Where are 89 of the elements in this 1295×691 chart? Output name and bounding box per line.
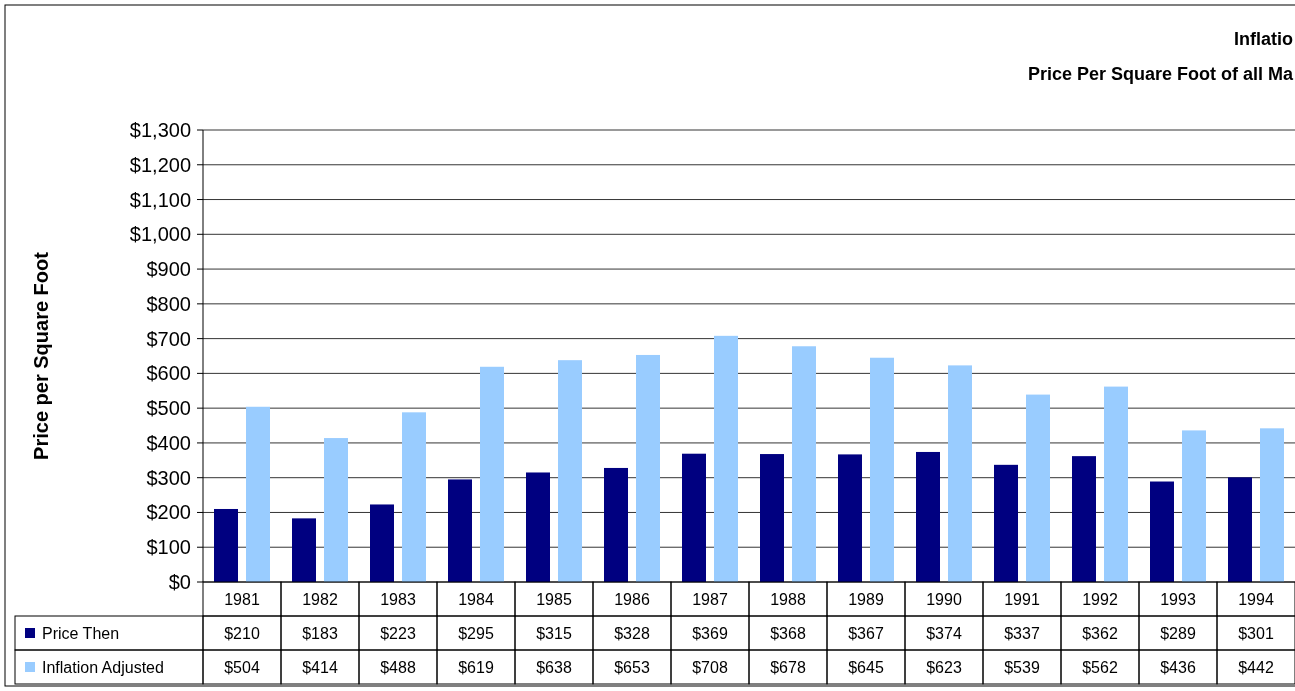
data-label: $436: [1160, 658, 1196, 676]
bar: [870, 357, 894, 582]
bar: [1182, 430, 1206, 582]
bar: [526, 472, 550, 582]
data-label: $295: [458, 624, 494, 642]
data-label: $210: [224, 624, 260, 642]
bar: [370, 504, 394, 582]
x-tick-label: 1984: [458, 590, 494, 608]
y-tick-label: $200: [146, 501, 191, 524]
bar: [1260, 428, 1284, 582]
bar: [1072, 456, 1096, 582]
chart-title: Inflatio: [1234, 29, 1293, 49]
x-tick-label: 1982: [302, 590, 338, 608]
y-tick-label: $0: [168, 571, 191, 593]
y-tick-label: $400: [146, 431, 191, 454]
data-label: $645: [848, 658, 884, 676]
data-label: $328: [614, 624, 650, 642]
bar: [480, 366, 504, 582]
y-tick-label: $1,200: [129, 153, 191, 176]
data-label: $653: [614, 658, 650, 676]
data-label: $369: [692, 624, 728, 642]
data-label: $562: [1082, 658, 1118, 676]
x-tick-label: 1993: [1160, 590, 1196, 608]
bar: [760, 454, 784, 582]
y-tick-label: $100: [146, 536, 191, 559]
bar: [604, 467, 628, 582]
data-label: $183: [302, 624, 338, 642]
bar: [324, 438, 348, 582]
legend-label: Price Then: [42, 624, 120, 642]
data-label: $315: [536, 624, 572, 642]
x-tick-label: 1988: [770, 590, 806, 608]
y-tick-label: $1,000: [129, 223, 191, 246]
y-tick-label: $900: [146, 258, 191, 281]
x-tick-label: 1991: [1004, 590, 1040, 608]
y-tick-label: $800: [146, 292, 191, 315]
data-label: $678: [770, 658, 806, 676]
x-tick-label: 1987: [692, 590, 728, 608]
data-label: $539: [1004, 658, 1040, 676]
data-label: $619: [458, 658, 494, 676]
bar: [402, 412, 426, 582]
data-label: $414: [302, 658, 338, 676]
x-tick-label: 1992: [1082, 590, 1118, 608]
data-label: $638: [536, 658, 572, 676]
x-tick-label: 1989: [848, 590, 884, 608]
chart-subtitle: Price Per Square Foot of all Ma: [1027, 64, 1294, 84]
data-label: $367: [848, 624, 884, 642]
data-label: $362: [1082, 624, 1118, 642]
x-tick-label: 1994: [1238, 590, 1274, 608]
data-label: $368: [770, 624, 806, 642]
data-label: $301: [1238, 624, 1274, 642]
y-tick-label: $1,100: [129, 188, 191, 211]
y-tick-label: $700: [146, 327, 191, 350]
x-tick-label: 1981: [224, 590, 260, 608]
bar: [1026, 394, 1050, 582]
bar: [948, 365, 972, 582]
data-label: $374: [926, 624, 962, 642]
y-axis-title: Price per Square Foot: [30, 251, 52, 460]
bar: [1150, 481, 1174, 582]
y-tick-label: $600: [146, 362, 191, 385]
y-tick-label: $300: [146, 466, 191, 489]
bar: [292, 518, 316, 582]
x-tick-label: 1986: [614, 590, 650, 608]
bar: [714, 335, 738, 582]
data-label: $623: [926, 658, 962, 676]
x-tick-label: 1985: [536, 590, 572, 608]
data-label: $442: [1238, 658, 1274, 676]
x-tick-label: 1990: [926, 590, 962, 608]
bar: [994, 464, 1018, 582]
bar: [916, 451, 940, 582]
bar: [682, 453, 706, 582]
data-label: $488: [380, 658, 416, 676]
y-tick-label: $500: [146, 397, 191, 420]
legend-label: Inflation Adjusted: [42, 658, 164, 676]
bar: [558, 360, 582, 582]
data-label: $289: [1160, 624, 1196, 642]
bar: [214, 508, 238, 582]
bar: [636, 354, 660, 582]
bar: [246, 406, 270, 582]
bar: [792, 346, 816, 582]
x-tick-label: 1983: [380, 590, 416, 608]
bar: [448, 479, 472, 582]
bar: [1104, 386, 1128, 582]
y-tick-label: $1,300: [129, 119, 191, 141]
data-label: $708: [692, 658, 728, 676]
data-label: $504: [224, 658, 260, 676]
bar: [838, 454, 862, 582]
bar: [1228, 477, 1252, 582]
data-label: $223: [380, 624, 416, 642]
data-label: $337: [1004, 624, 1040, 642]
